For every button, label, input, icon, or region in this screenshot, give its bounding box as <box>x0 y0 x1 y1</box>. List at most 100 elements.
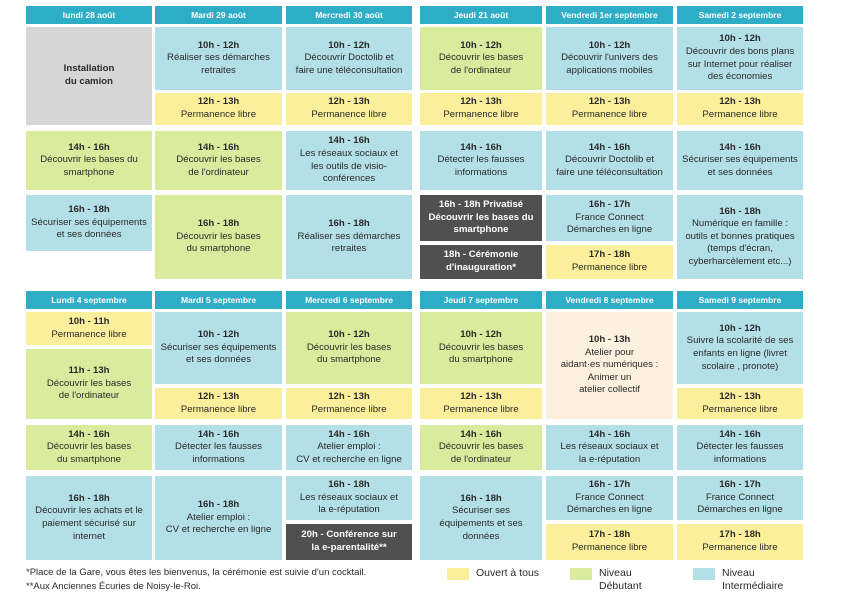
session-cell: 10h - 12h Découvrir l'univers des applicat… <box>546 27 673 90</box>
session-time: 17h - 18h <box>719 529 761 541</box>
session-time: 16h - 17h <box>588 479 631 491</box>
session-time: 16h - 18h <box>197 218 240 230</box>
session-text-line: du smartphone <box>449 354 513 366</box>
day-header-mardi-29-aout: Mardi 29 août <box>155 6 282 24</box>
session-text-line: Démarches en ligne <box>697 504 783 516</box>
session-cell: 14h - 16h Détecter les fausses information… <box>677 425 803 470</box>
session-text-line: Permanence libre <box>443 109 519 120</box>
session-time: 16h - 18h <box>68 492 110 504</box>
session-text-line: Permanence libre <box>51 328 127 340</box>
session-text-line: Sécuriser ses équipements <box>160 341 277 353</box>
session-text-line: Permanence libre <box>180 109 257 120</box>
session-text-line: faire une téléconsultation <box>556 166 663 178</box>
session-time: 10h - 12h <box>719 322 761 334</box>
session-text-line: atelier collectif <box>579 384 640 396</box>
session-text-line: Animer un <box>587 371 632 383</box>
session-text-line: enfants en ligne (livret <box>693 348 787 359</box>
session-time: 10h - 12h <box>328 39 370 51</box>
session-text-line: Découvrir les bases du <box>40 154 138 166</box>
session-text-line: internet <box>73 530 105 542</box>
session-time: 11h - 13h <box>68 365 110 377</box>
session-time: 14h - 16h <box>588 141 631 153</box>
session-text-line: Découvrir les bases <box>46 441 132 453</box>
session-cell: 11h - 13h Découvrir les bases de l'ordinat… <box>26 349 152 419</box>
session-text-line: Atelier emploi : <box>317 441 381 453</box>
legend-label-intermediate: Niveau Intermédiaire <box>722 567 784 592</box>
session-text-line: Démarches en ligne <box>566 224 653 236</box>
session-cell: 14h - 16h Les réseaux sociaux et la e-répu… <box>546 425 673 470</box>
session-time: 16h - 17h <box>588 199 631 211</box>
session-text-line: informations <box>454 166 508 178</box>
session-cell: 16h - 17h France Connect Démarches en lign… <box>677 476 803 520</box>
session-text-line: informations <box>713 453 767 465</box>
session-text-line: Les réseaux sociaux et <box>560 441 659 453</box>
session-cell: 12h - 13h Permanence libre <box>420 388 542 419</box>
session-text-line: retraites <box>201 64 236 76</box>
session-time: 14h - 16h <box>68 141 110 153</box>
session-text-line: Permanence libre <box>702 109 778 120</box>
session-text-line: Découvrir les bases <box>176 230 261 242</box>
session-cell: 14h - 16h Découvrir les bases du smartphon… <box>26 425 152 470</box>
session-cell: 16h - 18h Découvrir les achats et le paiem… <box>26 476 152 560</box>
legend-label-beginner: Niveau Débutant <box>599 567 642 592</box>
session-cell: 10h - 12h Découvrir Doctolib et faire une … <box>286 27 412 90</box>
session-text-line: Découvrir Doctolib et <box>564 154 655 166</box>
session-cell: 12h - 13h Permanence libre <box>420 93 542 125</box>
session-text-line: d'inauguration* <box>446 262 516 273</box>
session-cell: 10h - 13h Atelier pour aidant·es numérique… <box>546 312 673 419</box>
day-header-mardi-5-septembre: Mardi 5 septembre <box>155 291 282 309</box>
session-text-line: la e-réputation <box>318 504 380 516</box>
session-time: 14h - 16h <box>588 428 631 440</box>
session-time: 12h - 13h <box>460 96 502 108</box>
session-cell: 16h - 18h Privatisé Découvrir les bases d… <box>420 195 542 241</box>
session-cell: 10h - 12h Découvrir des bons plans sur Int… <box>677 27 803 90</box>
session-text-line: et ses données <box>707 166 773 178</box>
session-text-line: France Connect <box>575 491 644 503</box>
session-text-line: Permanence libre <box>702 542 778 553</box>
session-cell: 10h - 12h Réaliser ses démarches retraites <box>155 27 282 90</box>
session-time: 16h - 18h <box>328 218 370 230</box>
session-time: 12h - 13h <box>588 96 631 108</box>
session-cell: 10h - 12h Sécuriser ses équipements et ses… <box>155 312 282 384</box>
session-text-line: Numérique en famille : <box>692 218 788 230</box>
session-time: 12h - 13h <box>719 96 761 108</box>
session-text-line: outils et bonnes pratiques <box>685 230 795 242</box>
session-time: 12h - 13h <box>197 390 240 402</box>
session-cell: 10h - 12h Découvrir les bases du smartphon… <box>286 312 412 384</box>
session-time: 10h - 12h <box>197 39 240 51</box>
session-cell: Installation du camion <box>26 27 152 125</box>
session-text-line: CV et recherche en ligne <box>165 524 272 536</box>
session-text-line: Découvrir les bases <box>438 52 524 64</box>
session-cell: 12h - 13h Permanence libre <box>155 93 282 125</box>
session-time: 10h - 12h <box>719 33 761 45</box>
session-cell: 20h - Conférence sur la e-parentalité** <box>286 524 412 560</box>
day-header-vendredi-8-septembre: Vendredi 8 septembre <box>546 291 673 309</box>
session-text-line: Permanence libre <box>311 403 387 415</box>
session-text-line: Découvrir les bases <box>46 377 132 389</box>
session-text-line: Sécuriser ses équipements <box>682 154 798 166</box>
session-time: 14h - 16h <box>328 428 370 440</box>
session-text-line: la e-réputation <box>578 453 641 465</box>
session-time: 16h - 18h <box>328 479 370 491</box>
session-cell: 12h - 13h Permanence libre <box>677 93 803 125</box>
day-header-lundi-4-septembre: Lundi 4 septembre <box>26 291 152 309</box>
session-cell: 12h - 13h Permanence libre <box>286 93 412 125</box>
legend-swatch-beginner <box>570 568 592 580</box>
session-text-line: Permanence libre <box>571 262 648 273</box>
session-time: 14h - 16h <box>460 428 502 440</box>
session-cell: 16h - 18h Sécuriser ses équipements et ses… <box>420 476 542 560</box>
session-cell: 16h - 17h France Connect Démarches en lign… <box>546 195 673 241</box>
session-text-line: paiement sécurisé sur <box>42 518 136 529</box>
day-header-samedi-2-septembre: Samedi 2 septembre <box>677 6 803 24</box>
day-header-lundi-28-aout: lundi 28 août <box>26 6 152 24</box>
day-header-mercredi-6-septembre: Mercredi 6 septembre <box>286 291 412 309</box>
session-cell: 14h - 16h Découvrir les bases de l'ordinat… <box>420 425 542 470</box>
session-cell: 10h - 12h Suivre la scolarité de ses enfan… <box>677 312 803 384</box>
session-text-line: et ses données <box>185 354 252 366</box>
day-header-vendredi-1er-septembre: Vendredi 1er septembre <box>546 6 673 24</box>
session-text-line: smartphone <box>63 166 115 178</box>
session-text-line: Sécuriser ses équipements <box>31 216 147 228</box>
session-text-line: Détecter les fausses <box>175 441 262 453</box>
session-text-line: Installation <box>63 63 115 75</box>
session-text-line: la e-parentalité** <box>311 542 387 553</box>
